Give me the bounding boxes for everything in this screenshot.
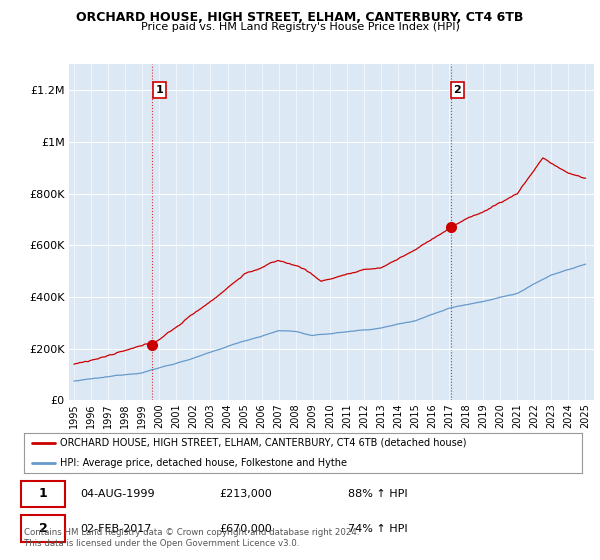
- Text: Contains HM Land Registry data © Crown copyright and database right 2024.
This d: Contains HM Land Registry data © Crown c…: [24, 528, 359, 548]
- Text: 1: 1: [155, 85, 163, 95]
- Text: £213,000: £213,000: [220, 489, 272, 499]
- Text: ORCHARD HOUSE, HIGH STREET, ELHAM, CANTERBURY, CT4 6TB: ORCHARD HOUSE, HIGH STREET, ELHAM, CANTE…: [76, 11, 524, 24]
- Text: HPI: Average price, detached house, Folkestone and Hythe: HPI: Average price, detached house, Folk…: [60, 458, 347, 468]
- Text: Price paid vs. HM Land Registry's House Price Index (HPI): Price paid vs. HM Land Registry's House …: [140, 22, 460, 32]
- Text: 02-FEB-2017: 02-FEB-2017: [80, 524, 151, 534]
- FancyBboxPatch shape: [21, 515, 65, 542]
- Text: 2: 2: [38, 522, 47, 535]
- Text: ORCHARD HOUSE, HIGH STREET, ELHAM, CANTERBURY, CT4 6TB (detached house): ORCHARD HOUSE, HIGH STREET, ELHAM, CANTE…: [60, 438, 467, 448]
- Text: 74% ↑ HPI: 74% ↑ HPI: [347, 524, 407, 534]
- Text: 2: 2: [454, 85, 461, 95]
- Text: £670,000: £670,000: [220, 524, 272, 534]
- Text: 04-AUG-1999: 04-AUG-1999: [80, 489, 154, 499]
- Text: 1: 1: [38, 487, 47, 501]
- Text: 88% ↑ HPI: 88% ↑ HPI: [347, 489, 407, 499]
- FancyBboxPatch shape: [21, 480, 65, 507]
